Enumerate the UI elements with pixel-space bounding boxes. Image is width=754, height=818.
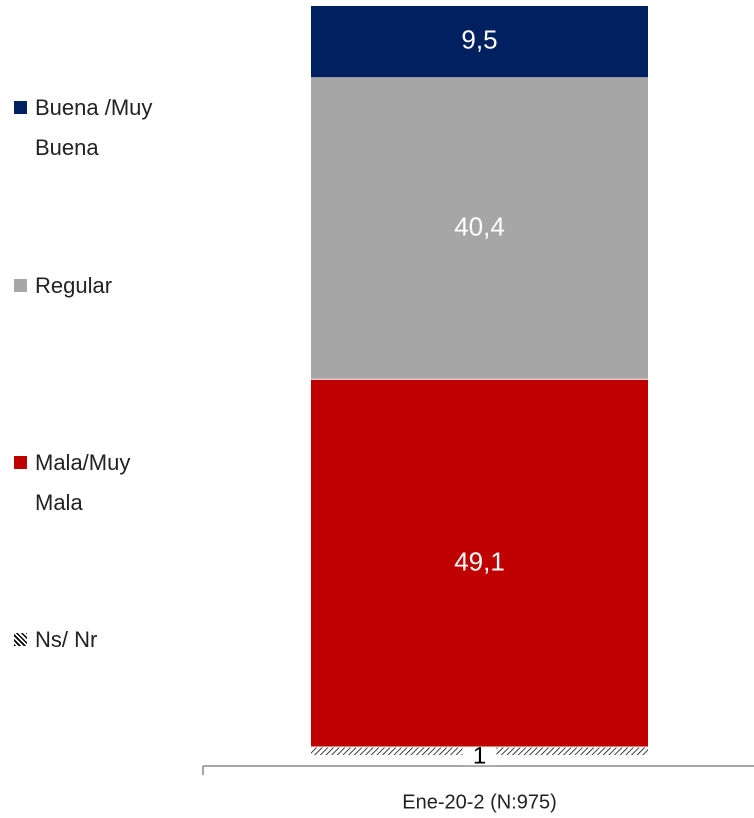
legend-label: Regular [35, 273, 113, 298]
legend-item: Buena /Muy Buena [14, 88, 184, 168]
legend-swatch [14, 633, 27, 646]
legend-label: Mala/Muy Mala [35, 450, 131, 515]
legend-item: Ns/ Nr [14, 620, 184, 660]
legend-label: Ns/ Nr [35, 627, 98, 652]
bar-segment [311, 379, 648, 747]
data-label: 40,4 [454, 211, 505, 241]
legend-label: Buena /Muy Buena [35, 95, 153, 160]
legend-swatch [14, 279, 27, 292]
data-label: 9,5 [461, 24, 497, 54]
data-label: 1 [473, 743, 486, 770]
legend-item: Regular [14, 266, 184, 306]
bar-segment [311, 77, 648, 379]
legend-swatch [14, 456, 27, 469]
x-tick-label: Ene-20-2 (N:975) [402, 791, 557, 813]
legend-swatch [14, 101, 27, 114]
bar-segment [311, 6, 648, 78]
legend-item: Mala/Muy Mala [14, 443, 184, 523]
data-label: 49,1 [454, 547, 505, 577]
